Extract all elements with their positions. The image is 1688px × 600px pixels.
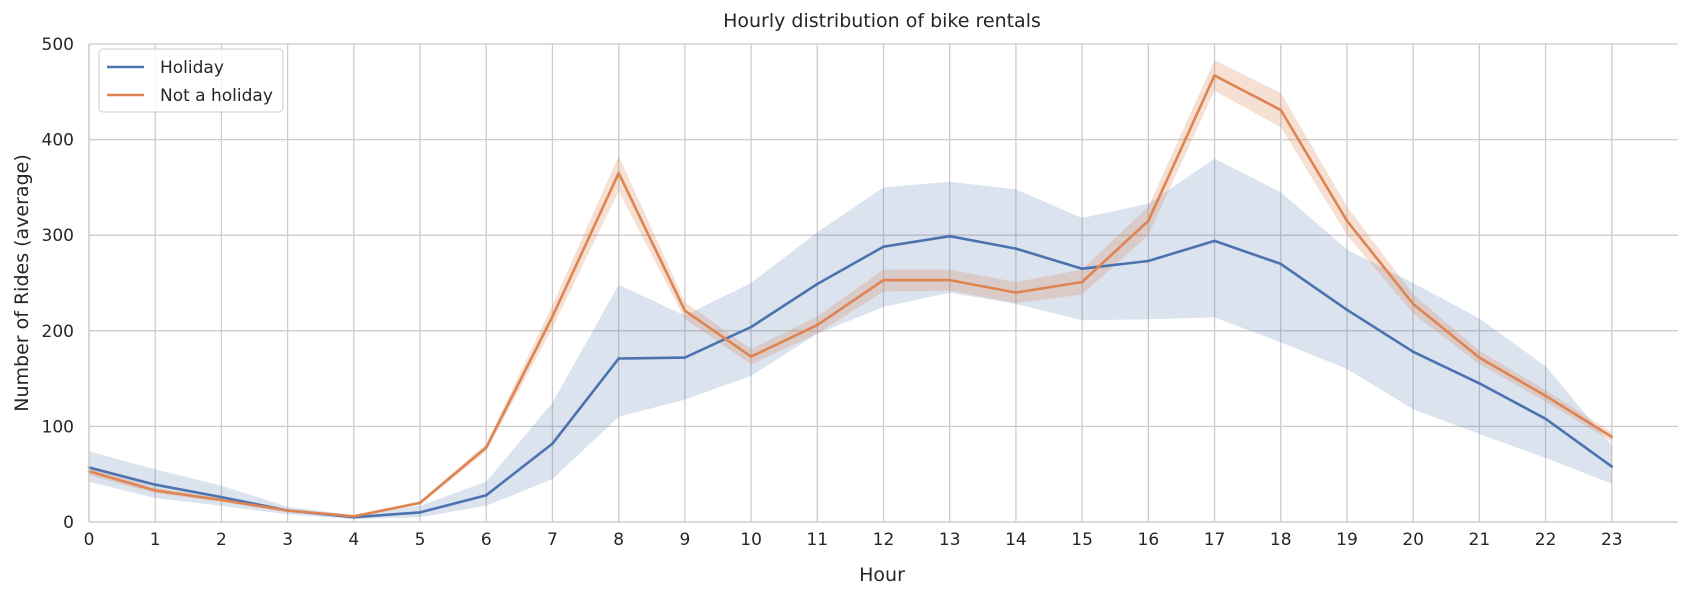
x-tick-label: 8 [613, 530, 624, 550]
data-point [1345, 219, 1349, 223]
x-tick-label: 5 [415, 530, 426, 550]
y-axis-title: Number of Rides (average) [11, 154, 33, 412]
data-point [617, 357, 620, 360]
x-axis-title: Hour [859, 564, 905, 586]
axes [88, 44, 1678, 523]
data-point [1147, 219, 1150, 223]
x-tick-label: 6 [481, 530, 492, 550]
data-point [948, 234, 952, 238]
confidence-band-holiday [89, 158, 1612, 520]
chart-title: Hourly distribution of bike rentals [723, 10, 1041, 32]
data-point [484, 446, 488, 449]
data-point [1345, 308, 1349, 312]
data-point [815, 282, 819, 286]
x-tick-label: 4 [348, 530, 359, 550]
x-tick-label: 7 [547, 530, 558, 550]
data-point [1544, 417, 1547, 421]
data-point [617, 171, 620, 175]
x-tick-label: 15 [1071, 530, 1093, 550]
data-point [352, 514, 356, 518]
y-tick-label: 200 [42, 322, 74, 342]
data-point [683, 356, 687, 359]
data-point [418, 511, 422, 514]
data-point [1080, 267, 1084, 270]
data-point [683, 309, 687, 313]
data-point [1279, 108, 1283, 112]
data-point [153, 483, 157, 487]
data-point [1610, 435, 1614, 439]
y-tick-label: 300 [42, 226, 74, 246]
series-line-not-holiday [88, 74, 1613, 518]
data-point [1478, 356, 1481, 359]
data-point [882, 245, 885, 248]
series-lines [87, 74, 1614, 519]
x-tick-label: 14 [1005, 530, 1027, 550]
data-point [1014, 291, 1018, 294]
x-tick-label: 23 [1601, 530, 1623, 550]
x-tick-label: 16 [1138, 530, 1160, 550]
data-point [551, 315, 554, 318]
data-point [1544, 394, 1547, 398]
data-point [220, 498, 223, 502]
data-point [1213, 239, 1216, 243]
x-tick-label: 21 [1469, 530, 1491, 550]
data-point [749, 325, 753, 329]
x-tick-label: 3 [282, 530, 293, 550]
data-point [484, 493, 488, 497]
data-point [1213, 74, 1216, 77]
tick-labels: 0 1 2 3 4 5 6 7 8 9 10 11 12 13 14 15 16 17 18 19 20 21 22 2301… [42, 35, 1623, 550]
legend-box [98, 48, 284, 113]
x-tick-label: 22 [1535, 530, 1557, 550]
data-point [286, 509, 289, 512]
x-tick-label: 2 [216, 530, 227, 550]
data-point [551, 442, 554, 445]
data-point [220, 495, 223, 499]
x-tick-label: 17 [1204, 530, 1226, 550]
legend-label-not-holiday: Not a holiday [160, 86, 273, 106]
confidence-bands [89, 60, 1612, 520]
data-point [1014, 247, 1018, 250]
data-point [153, 489, 157, 492]
y-tick-label: 100 [42, 417, 74, 437]
data-point [948, 278, 952, 282]
legend: Holiday Not a holiday [98, 48, 284, 113]
y-tick-label: 400 [42, 131, 74, 151]
x-tick-label: 1 [150, 530, 161, 550]
data-point [1411, 302, 1415, 306]
x-tick-label: 10 [740, 530, 762, 550]
y-tick-label: 0 [63, 513, 74, 533]
data-point [815, 323, 819, 327]
y-tick-label: 500 [42, 35, 74, 55]
data-point [1610, 465, 1614, 468]
legend-label-holiday: Holiday [160, 58, 224, 78]
x-tick-label: 11 [806, 530, 828, 550]
data-point [749, 355, 753, 358]
x-tick-label: 19 [1336, 530, 1358, 550]
data-point [1279, 262, 1283, 266]
x-tick-label: 18 [1270, 530, 1292, 550]
data-point [1147, 259, 1150, 263]
x-tick-label: 13 [939, 530, 961, 550]
x-tick-label: 9 [679, 530, 690, 550]
data-point [418, 501, 422, 505]
x-tick-label: 0 [84, 530, 95, 550]
x-tick-label: 20 [1402, 530, 1424, 550]
data-point [1080, 280, 1084, 284]
data-point [1478, 382, 1481, 385]
x-tick-label: 12 [873, 530, 895, 550]
data-point [882, 278, 885, 282]
data-point [1411, 350, 1415, 354]
